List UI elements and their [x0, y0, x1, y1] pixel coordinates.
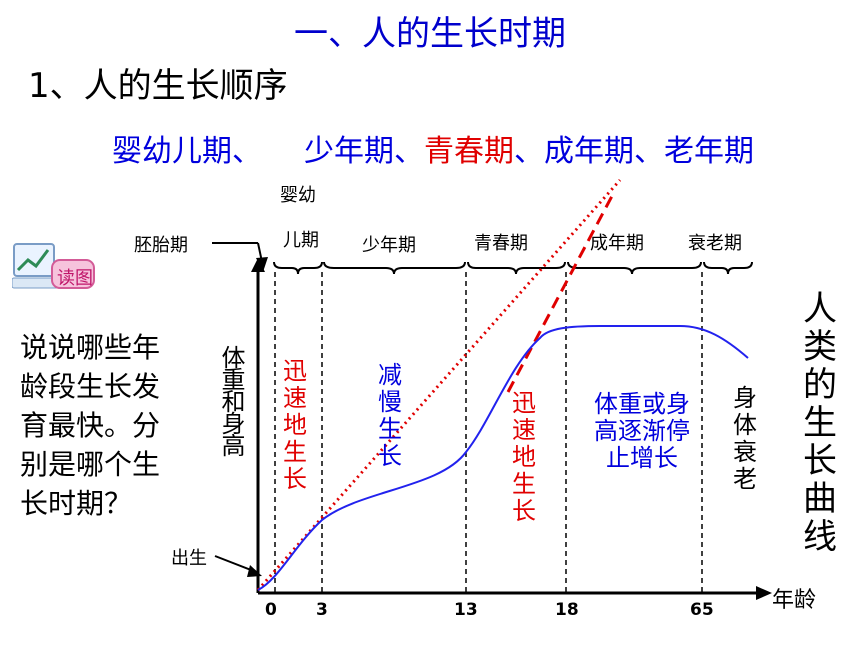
tangent-rapid-early	[256, 179, 622, 591]
period-infant-line2: 儿期	[283, 230, 319, 251]
x-axis-label: 年龄	[772, 588, 817, 613]
note-rapid-growth-infant: 迅速地生长	[283, 357, 307, 493]
growth-curve	[257, 325, 749, 591]
period-embryo: 胚胎期	[134, 235, 188, 256]
note-body-decline: 身体衰老	[733, 384, 757, 493]
note-slow-growth: 减慢生长	[378, 361, 402, 470]
brace-child	[323, 261, 466, 275]
section-heading: 1、人的生长顺序	[28, 66, 288, 106]
tick-age-18: 18	[555, 600, 579, 620]
brace-infant	[273, 261, 323, 275]
read-chart-icon: 读图	[11, 240, 96, 298]
stage-sequence: 婴幼儿期、 少年期、青春期、成年期、老年期	[112, 126, 754, 170]
period-child: 少年期	[362, 235, 416, 256]
stage-infant: 婴幼儿期、	[112, 134, 262, 169]
period-puberty: 青春期	[474, 233, 528, 254]
note-growth-stops: 体重或身高逐渐停止增长	[594, 390, 690, 472]
x-axis-arrow	[756, 586, 772, 600]
page-title: 一、人的生长时期	[294, 14, 566, 54]
tick-age-65: 65	[690, 600, 714, 620]
stage-child: 少年期、	[304, 134, 424, 169]
stage-puberty: 青春期	[424, 134, 514, 169]
period-adult: 成年期	[590, 233, 644, 254]
period-infant-line1: 婴幼	[280, 185, 316, 206]
curve-title: 人类的生长曲线	[803, 289, 837, 557]
note-rapid-growth-puberty: 迅速地生长	[512, 389, 536, 525]
question-text: 说说哪些年龄段生长发育最快。分别是哪个生长时期？	[20, 331, 161, 520]
brace-puberty	[467, 261, 566, 275]
period-old: 衰老期	[688, 233, 742, 254]
tick-age-13: 13	[454, 600, 478, 620]
tangent-rapid-puberty	[506, 195, 614, 393]
stage-adult-old: 、成年期、老年期	[514, 134, 754, 169]
brace-old	[703, 261, 753, 275]
birth-label: 出生	[171, 548, 207, 569]
y-axis-label: 体重和身高	[217, 345, 245, 455]
tick-age-3: 3	[316, 600, 328, 620]
brace-adult	[567, 261, 702, 275]
tick-age-0: 0	[265, 600, 277, 620]
read-chart-label: 读图	[57, 268, 93, 289]
